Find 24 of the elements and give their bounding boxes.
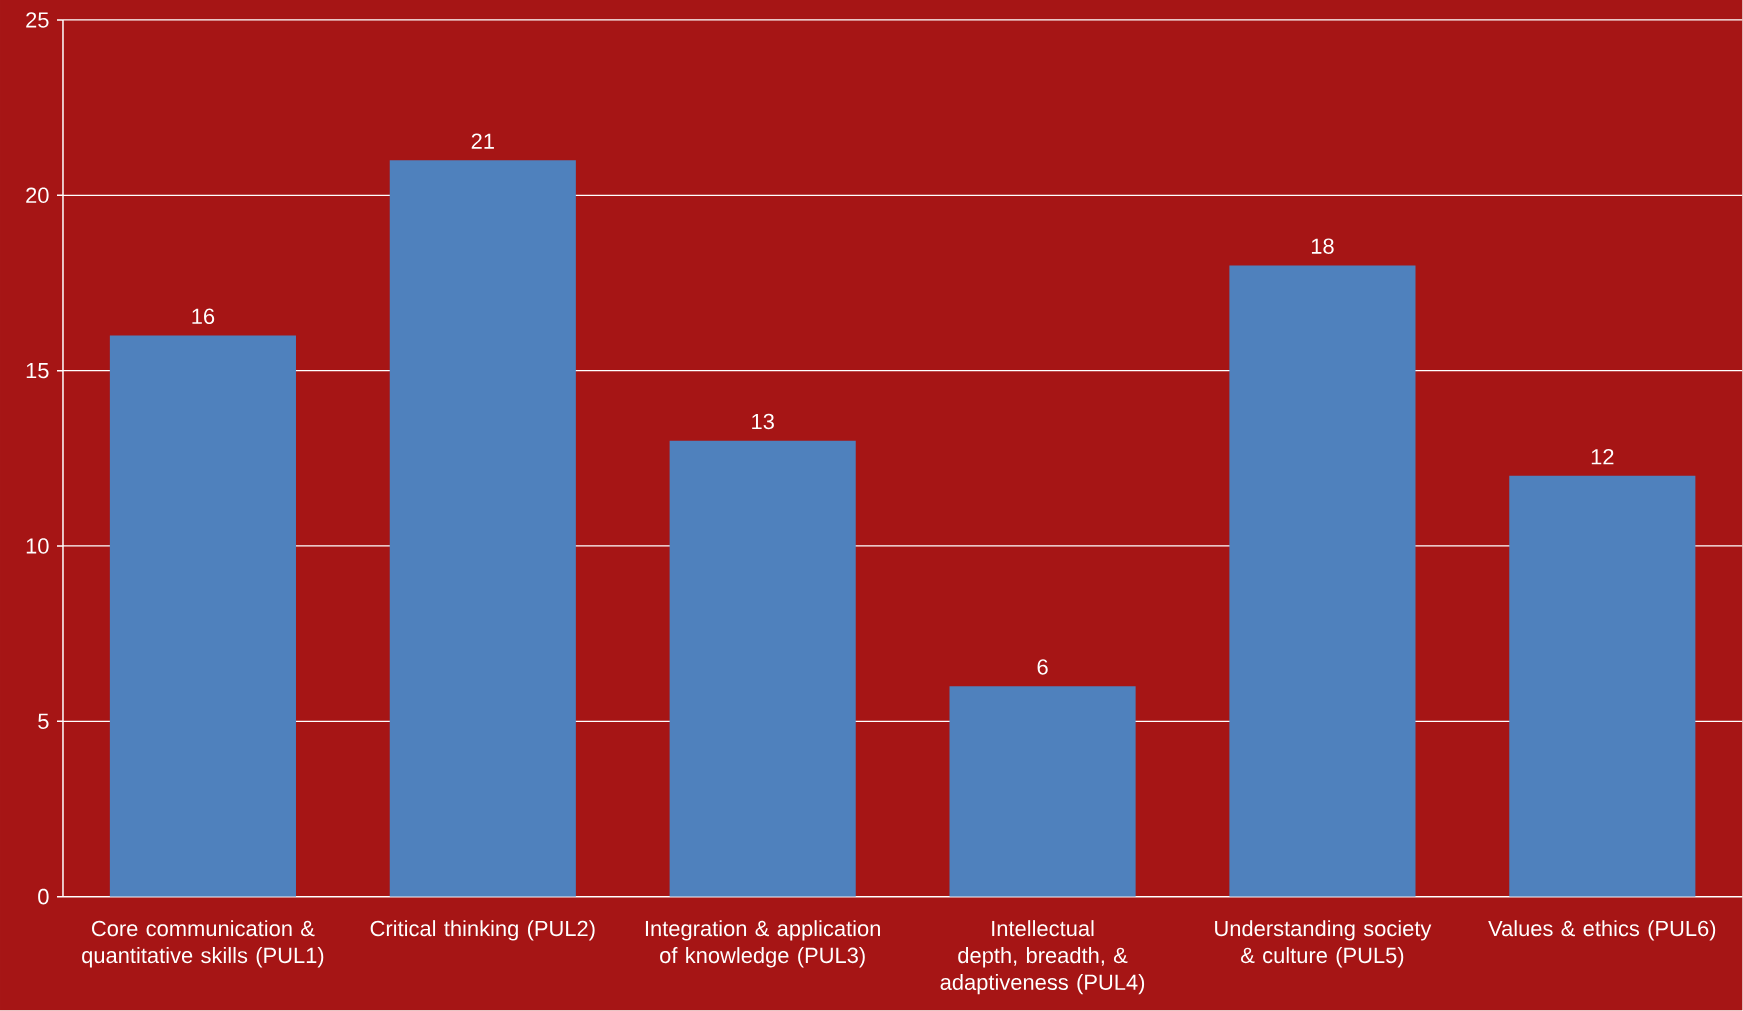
x-tick-label: Intellectual depth, breadth, & adaptiveness (PUL4)	[940, 920, 1145, 995]
bar	[109, 335, 296, 897]
data-label: 6	[1037, 659, 1048, 675]
x-tick-label: Integration & application of knowledge (PUL3)	[645, 920, 880, 968]
y-tick-label: 0	[38, 889, 49, 905]
bar	[1509, 476, 1696, 897]
x-tick-label: Critical thinking (PUL2)	[370, 920, 595, 941]
x-tick-label: Understanding society & culture (PUL5)	[1215, 920, 1432, 968]
data-label: 13	[752, 413, 774, 430]
y-tick-label: 25	[26, 12, 49, 28]
y-tick-label: 15	[26, 363, 49, 379]
data-label: 18	[1311, 238, 1334, 255]
data-label: 21	[471, 133, 494, 149]
data-label: 12	[1591, 449, 1614, 465]
y-tick-label: 20	[26, 187, 49, 204]
bar	[949, 686, 1136, 897]
x-tick-label: Core communication & quantitative skills (PUL1)	[82, 920, 324, 968]
y-tick-label: 10	[26, 538, 49, 554]
bar	[1229, 265, 1416, 897]
bar	[669, 440, 856, 897]
bar	[389, 160, 576, 897]
y-tick-label: 5	[38, 713, 49, 730]
data-label: 16	[192, 308, 215, 325]
x-tick-label: Values & ethics (PUL6)	[1488, 920, 1716, 941]
